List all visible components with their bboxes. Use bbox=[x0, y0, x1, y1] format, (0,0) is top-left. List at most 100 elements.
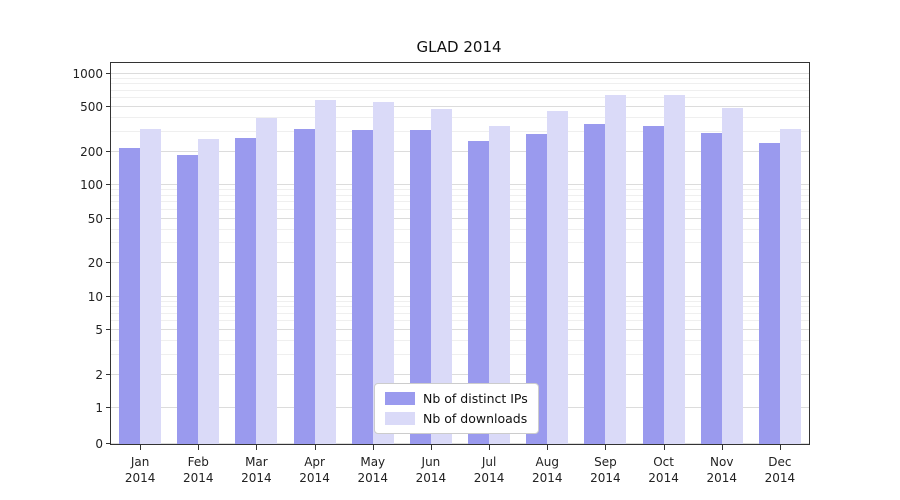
x-tick-label: Apr 2014 bbox=[299, 455, 330, 485]
y-tick-mark bbox=[106, 184, 111, 186]
bar-downloads bbox=[256, 118, 278, 444]
x-tick-label: Jan 2014 bbox=[124, 455, 156, 485]
bar-distinct-ips bbox=[526, 133, 548, 444]
bar-downloads bbox=[605, 95, 627, 444]
major-gridline bbox=[111, 373, 809, 375]
legend-swatch-downloads-icon bbox=[385, 412, 415, 425]
y-tick-label: 1000 bbox=[72, 66, 103, 81]
x-tick-mark bbox=[547, 444, 549, 450]
minor-gridline bbox=[111, 189, 809, 191]
x-tick-mark bbox=[605, 444, 607, 450]
y-tick-label: 20 bbox=[87, 256, 103, 271]
y-tick-mark bbox=[106, 217, 111, 219]
legend-item-downloads: Nb of downloads bbox=[385, 411, 528, 426]
y-tick-mark bbox=[106, 106, 111, 108]
bar-downloads bbox=[779, 128, 801, 444]
x-tick-label: Jun 2014 bbox=[415, 455, 447, 485]
legend-label-downloads: Nb of downloads bbox=[423, 411, 528, 426]
bar-downloads bbox=[430, 109, 452, 444]
bar-downloads bbox=[547, 110, 569, 444]
chart-title: GLAD 2014 bbox=[416, 38, 502, 56]
x-tick-mark bbox=[430, 444, 432, 450]
minor-gridline bbox=[111, 89, 809, 91]
y-tick-label: 1 bbox=[95, 401, 103, 416]
minor-gridline bbox=[111, 77, 809, 79]
y-tick-label: 100 bbox=[80, 178, 103, 193]
y-tick-mark bbox=[106, 407, 111, 409]
bar-downloads bbox=[721, 107, 743, 444]
x-tick-mark bbox=[663, 444, 665, 450]
y-tick-label: 0 bbox=[95, 437, 103, 451]
major-gridline bbox=[111, 329, 809, 331]
bar-downloads bbox=[489, 125, 511, 444]
bar-distinct-ips bbox=[177, 155, 199, 444]
bar-downloads bbox=[663, 94, 685, 444]
y-tick-label: 500 bbox=[80, 100, 103, 115]
bar-downloads bbox=[140, 128, 162, 444]
x-tick-mark bbox=[372, 444, 374, 450]
y-tick-mark bbox=[106, 72, 111, 74]
minor-gridline bbox=[111, 97, 809, 99]
minor-gridline bbox=[111, 194, 809, 196]
x-tick-label: Jul 2014 bbox=[473, 455, 505, 485]
x-tick-label: Oct 2014 bbox=[648, 455, 679, 485]
x-tick-mark bbox=[721, 444, 723, 450]
x-tick-label: May 2014 bbox=[357, 455, 389, 485]
minor-gridline bbox=[111, 312, 809, 314]
y-tick-mark bbox=[106, 262, 111, 264]
minor-gridline bbox=[111, 340, 809, 342]
bar-downloads bbox=[314, 100, 336, 444]
minor-gridline bbox=[111, 228, 809, 230]
x-tick-mark bbox=[779, 444, 781, 450]
major-gridline bbox=[111, 184, 809, 186]
x-tick-mark bbox=[314, 444, 316, 450]
y-tick-mark bbox=[106, 443, 111, 444]
bar-distinct-ips bbox=[584, 123, 606, 444]
major-gridline bbox=[111, 443, 809, 444]
y-tick-mark bbox=[106, 295, 111, 297]
major-gridline bbox=[111, 106, 809, 108]
bar-distinct-ips bbox=[351, 130, 373, 444]
y-tick-label: 50 bbox=[87, 211, 103, 226]
minor-gridline bbox=[111, 353, 809, 355]
bar-downloads bbox=[198, 138, 220, 444]
minor-gridline bbox=[111, 320, 809, 322]
y-tick-mark bbox=[106, 150, 111, 152]
minor-gridline bbox=[111, 208, 809, 210]
bar-distinct-ips bbox=[758, 142, 780, 444]
minor-gridline bbox=[111, 130, 809, 132]
legend-label-ips: Nb of distinct IPs bbox=[423, 391, 528, 406]
plot-area: Nb of distinct IPs Nb of downloads 0 1 2 5 1… bbox=[72, 62, 810, 485]
x-tick-label: Feb 2014 bbox=[182, 455, 214, 485]
minor-gridline bbox=[111, 300, 809, 302]
y-tick-label: 200 bbox=[80, 144, 103, 159]
x-tick-label: Sep 2014 bbox=[590, 455, 621, 485]
x-tick-mark bbox=[489, 444, 491, 450]
x-tick-mark bbox=[140, 444, 142, 450]
bar-distinct-ips bbox=[700, 132, 722, 444]
y-tick-label: 2 bbox=[95, 367, 103, 382]
x-tick-mark bbox=[198, 444, 200, 450]
major-gridline bbox=[111, 217, 809, 219]
minor-gridline bbox=[111, 117, 809, 119]
bar-downloads bbox=[372, 102, 394, 444]
minor-gridline bbox=[111, 306, 809, 308]
y-tick-mark bbox=[106, 373, 111, 375]
major-gridline bbox=[111, 262, 809, 264]
y-tick-mark bbox=[106, 329, 111, 331]
legend: Nb of distinct IPs Nb of downloads bbox=[374, 383, 539, 434]
bar-distinct-ips bbox=[409, 130, 431, 444]
legend-item-ips: Nb of distinct IPs bbox=[385, 391, 528, 406]
major-gridline bbox=[111, 150, 809, 152]
major-gridline bbox=[111, 72, 809, 74]
minor-gridline bbox=[111, 242, 809, 244]
bar-distinct-ips bbox=[642, 125, 664, 444]
bar-distinct-ips bbox=[235, 137, 257, 444]
x-tick-label: Aug 2014 bbox=[531, 455, 563, 485]
bar-distinct-ips bbox=[119, 148, 141, 444]
y-tick-label: 10 bbox=[87, 289, 103, 304]
minor-gridline bbox=[111, 201, 809, 203]
x-tick-mark bbox=[256, 444, 258, 450]
major-gridline bbox=[111, 295, 809, 297]
